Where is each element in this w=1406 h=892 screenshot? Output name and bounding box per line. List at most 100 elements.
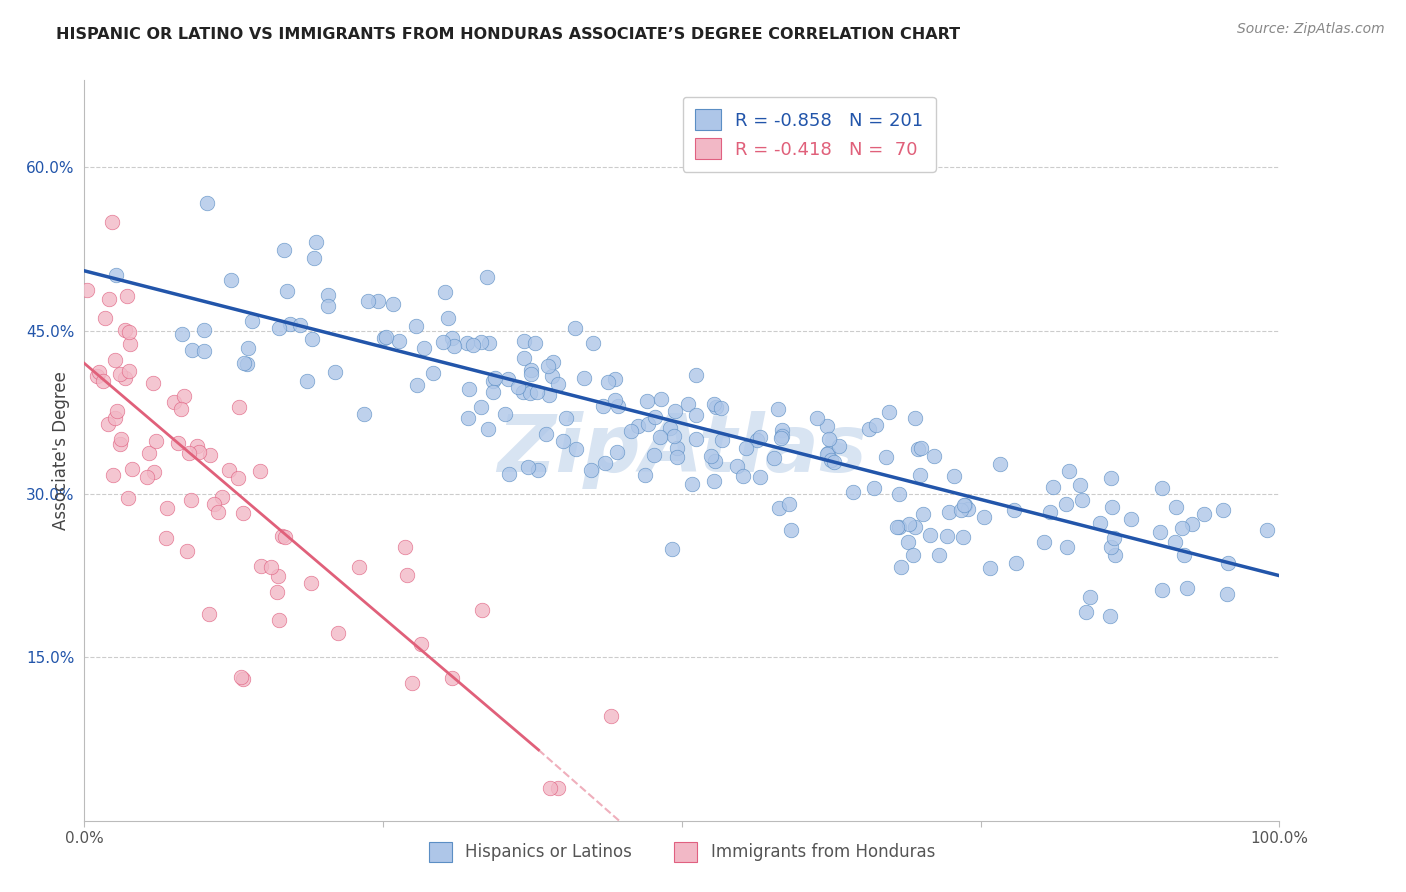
Point	[236, 341, 259, 355]
Point	[766, 402, 789, 417]
Point	[952, 530, 974, 544]
Point	[907, 442, 929, 457]
Point	[176, 543, 198, 558]
Point	[167, 436, 190, 450]
Point	[1216, 556, 1239, 570]
Point	[202, 498, 225, 512]
Point	[820, 452, 842, 467]
Point	[482, 374, 505, 388]
Point	[904, 411, 927, 425]
Y-axis label: Associate's Degree: Associate's Degree	[52, 371, 70, 530]
Point	[582, 336, 605, 351]
Point	[297, 375, 319, 389]
Point	[685, 368, 707, 383]
Point	[564, 442, 586, 456]
Point	[886, 520, 908, 534]
Point	[703, 453, 725, 467]
Point	[547, 780, 569, 795]
Point	[942, 469, 965, 483]
Point	[953, 498, 976, 512]
Point	[749, 470, 772, 484]
Point	[457, 382, 479, 396]
Point	[104, 411, 127, 425]
Point	[373, 331, 395, 345]
Point	[470, 400, 492, 414]
Point	[1101, 500, 1123, 514]
Point	[918, 527, 941, 541]
Point	[827, 439, 849, 453]
Point	[910, 441, 932, 455]
Point	[235, 357, 257, 371]
Point	[1192, 507, 1215, 521]
Point	[114, 371, 136, 385]
Point	[949, 502, 972, 516]
Point	[685, 432, 707, 446]
Point	[353, 408, 375, 422]
Point	[543, 355, 565, 369]
Point	[276, 284, 298, 298]
Point	[935, 528, 957, 542]
Point	[658, 421, 681, 435]
Point	[382, 297, 405, 311]
Point	[104, 352, 127, 367]
Point	[862, 481, 884, 495]
Point	[367, 294, 389, 309]
Point	[643, 448, 665, 462]
Point	[634, 467, 657, 482]
Point	[1076, 605, 1098, 619]
Point	[596, 375, 619, 389]
Point	[547, 377, 569, 392]
Point	[700, 450, 723, 464]
Point	[747, 433, 769, 447]
Point	[269, 613, 291, 627]
Point	[409, 637, 432, 651]
Point	[170, 402, 193, 417]
Point	[711, 433, 734, 447]
Point	[818, 432, 841, 446]
Point	[1005, 557, 1028, 571]
Point	[200, 448, 222, 462]
Point	[388, 334, 411, 349]
Point	[101, 215, 124, 229]
Point	[163, 395, 186, 409]
Point	[637, 417, 659, 432]
Point	[193, 343, 215, 358]
Point	[440, 672, 463, 686]
Point	[606, 445, 628, 459]
Point	[347, 560, 370, 574]
Point	[778, 497, 800, 511]
Point	[704, 401, 727, 415]
Point	[664, 428, 686, 442]
Point	[457, 410, 479, 425]
Point	[534, 426, 557, 441]
Point	[1099, 471, 1122, 485]
Point	[922, 449, 945, 463]
Point	[118, 325, 141, 339]
Point	[250, 558, 273, 573]
Point	[498, 467, 520, 481]
Point	[1102, 531, 1125, 545]
Point	[664, 404, 686, 418]
Point	[305, 235, 328, 249]
Point	[413, 341, 436, 355]
Point	[897, 535, 920, 549]
Point	[197, 607, 219, 621]
Point	[636, 393, 658, 408]
Point	[513, 334, 536, 349]
Point	[889, 487, 911, 501]
Point	[118, 337, 141, 351]
Point	[607, 399, 630, 413]
Point	[520, 363, 543, 377]
Point	[91, 375, 114, 389]
Point	[506, 379, 529, 393]
Point	[592, 399, 614, 413]
Point	[938, 505, 960, 519]
Point	[512, 385, 534, 400]
Point	[142, 465, 165, 479]
Text: HISPANIC OR LATINO VS IMMIGRANTS FROM HONDURAS ASSOCIATE’S DEGREE CORRELATION CH: HISPANIC OR LATINO VS IMMIGRANTS FROM HO…	[56, 27, 960, 42]
Point	[772, 423, 794, 437]
Point	[110, 436, 132, 450]
Point	[877, 404, 900, 418]
Point	[357, 293, 380, 308]
Point	[703, 474, 725, 488]
